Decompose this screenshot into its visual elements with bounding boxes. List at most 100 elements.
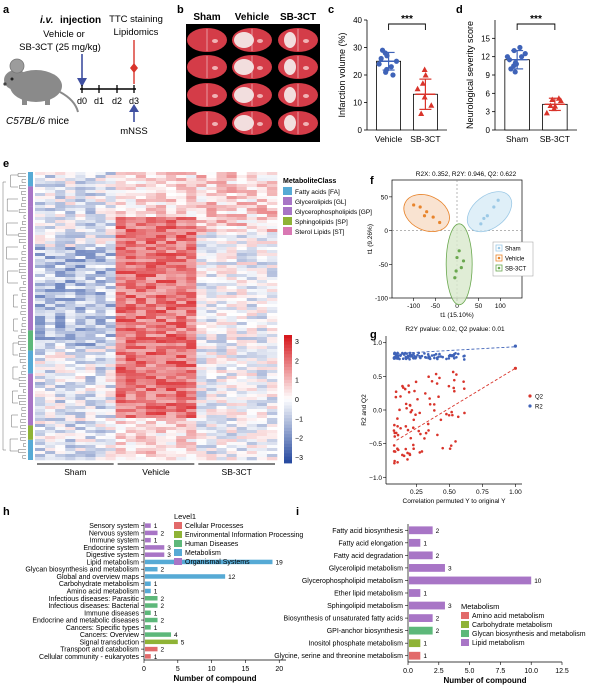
heatmap-cell [105,370,116,374]
heatmap-cell [236,232,248,236]
q2-point [462,387,466,390]
heatmap-cell [246,268,258,272]
heatmap-cell [186,244,197,248]
heatmap-cell [115,268,127,272]
heatmap-cell [196,355,207,359]
heatmap-cell [266,448,278,452]
heatmap-cell [186,388,197,392]
heatmap-cell [156,379,167,383]
heatmap-cell [266,307,278,311]
heatmap-cell [206,376,217,380]
heatmap-cell [75,301,86,305]
heatmap-cell [226,454,237,458]
heatmap-cell [115,343,127,347]
heatmap-cell [246,205,258,209]
heatmap-cell [105,451,116,455]
heatmap-cell [105,262,116,266]
r2-point [408,357,411,361]
heatmap-cell [65,385,76,389]
panel-letter-d: d [456,4,463,16]
heatmap-cell [35,397,46,401]
heatmap-cell [206,385,217,389]
heatmap-cell [35,205,46,209]
heatmap-cell [85,355,96,359]
heatmap-cell [95,202,106,206]
heatmap-cell [226,223,237,227]
heatmap-cell [156,331,167,335]
heatmap-cell [95,310,106,314]
heatmap-cell [115,391,127,395]
heatmap-cell [226,433,237,437]
value-label: 2 [161,618,165,625]
heatmap-cell [176,235,187,239]
heatmap-cell [266,457,278,461]
heatmap-cell [186,238,197,242]
heatmap-cell [95,223,106,227]
heatmap-cell [266,205,278,209]
heatmap-cell [125,259,137,263]
category-label: Sphingolipid metabolism [327,603,403,610]
heatmap-cell [206,382,217,386]
heatmap-cell [65,250,76,254]
heatmap-cell [65,442,76,446]
heatmap-cell [206,226,217,230]
heatmap-cell [186,328,197,332]
colorbar-tick: 2 [295,358,299,365]
heatmap-cell [65,433,76,437]
heatmap-cell [145,226,157,230]
heatmap-cell [95,298,106,302]
heatmap-cell [65,337,76,341]
heatmap-cell [115,451,127,455]
heatmap-cell [105,238,116,242]
colorbar-step [284,360,292,365]
heatmap-cell [256,187,268,191]
heatmap-cell [206,208,217,212]
heatmap-cell [75,415,86,419]
heatmap-cell [226,379,237,383]
heatmap-cell [95,262,106,266]
heatmap-cell [115,304,127,308]
heatmap-cell [196,271,207,275]
heatmap-cell [216,229,227,233]
heatmap-cell [115,313,127,317]
heatmap-cell [105,304,116,308]
heatmap-cell [95,286,106,290]
heatmap-cell [85,448,96,452]
heatmap-cell [55,418,66,422]
heatmap-cell [156,181,167,185]
heatmap-cell [156,268,167,272]
heatmap-cell [186,214,197,218]
heatmap-cell [105,388,116,392]
heatmap-cell [115,406,127,410]
q2-point [447,413,451,417]
heatmap-cell [246,289,258,293]
heatmap-cell [226,190,237,194]
heatmap-cell [176,259,187,263]
heatmap-cell [236,427,248,431]
score-point [479,222,483,226]
heatmap-cell [156,211,167,215]
heatmap-cell [105,253,116,257]
heatmap-cell [156,325,167,329]
heatmap-cell [266,259,278,263]
heatmap-cell [85,250,96,254]
heatmap-cell [45,286,56,290]
heatmap-cell [256,238,268,242]
heatmap-cell [266,358,278,362]
heatmap-cell [95,319,106,323]
heatmap-cell [105,199,116,203]
legend-label: Sterol Lipids [ST] [295,229,345,236]
heatmap-cell [156,235,167,239]
heatmap-cell [95,214,106,218]
heatmap-cell [216,382,227,386]
heatmap-cell [166,346,177,350]
colorbar-step [284,347,292,352]
heatmap-cell [125,172,137,176]
heatmap-cell [216,343,227,347]
heatmap-cell [115,208,127,212]
heatmap-cell [156,253,167,257]
heatmap-cell [125,316,137,320]
q2-point [406,428,410,432]
heatmap-cell [156,172,167,176]
heatmap-cell [206,454,217,458]
